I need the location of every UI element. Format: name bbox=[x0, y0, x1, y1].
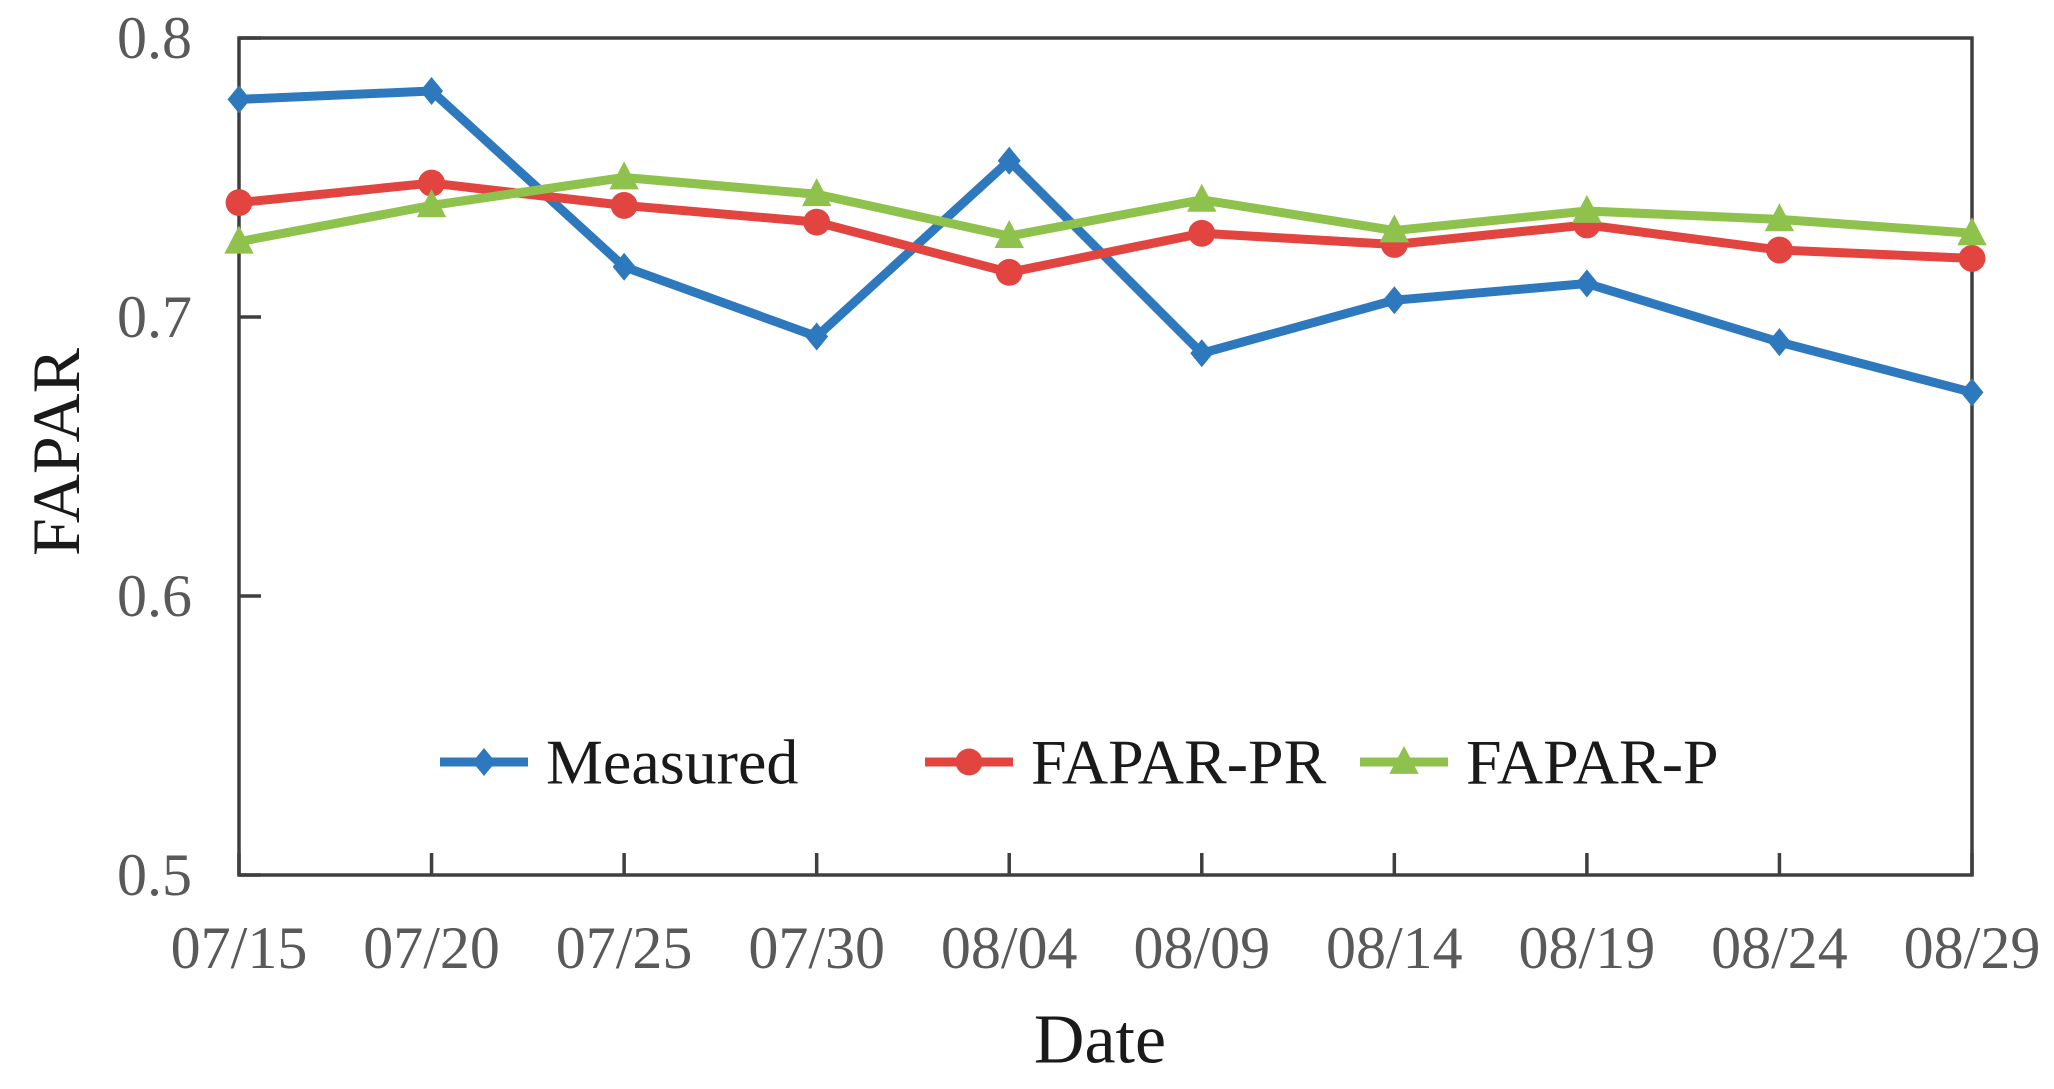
data-point-measured bbox=[420, 77, 444, 106]
x-axis-title: Date bbox=[1034, 1002, 1166, 1079]
data-point-fapar-pr bbox=[803, 208, 831, 236]
data-point-measured bbox=[227, 85, 251, 114]
data-point-fapar-p bbox=[1764, 203, 1795, 232]
data-point-fapar-p bbox=[416, 189, 447, 218]
y-axis-title: FAPAR bbox=[18, 347, 94, 556]
x-tick-label: 08/14 bbox=[1326, 915, 1463, 981]
legend-item-fapar-pr: FAPAR-PR bbox=[925, 727, 1327, 798]
data-point-fapar-p bbox=[1187, 183, 1217, 212]
x-tick-label: 07/20 bbox=[363, 915, 500, 981]
x-tick-label: 08/04 bbox=[941, 915, 1078, 981]
data-point-measured bbox=[1767, 328, 1791, 357]
data-point-measured bbox=[1190, 339, 1214, 368]
data-point-fapar-p bbox=[994, 219, 1024, 248]
legend-label: FAPAR-PR bbox=[1031, 727, 1327, 798]
x-tick-label: 07/25 bbox=[556, 915, 693, 981]
legend-label: FAPAR-P bbox=[1466, 727, 1719, 798]
legend-triangle-icon bbox=[1389, 745, 1419, 774]
x-tick-label: 07/15 bbox=[171, 915, 308, 981]
x-tick-label: 07/30 bbox=[748, 915, 885, 981]
data-point-measured bbox=[1575, 269, 1599, 298]
data-point-fapar-p bbox=[609, 161, 639, 190]
legend-item-fapar-p: FAPAR-P bbox=[1360, 727, 1719, 798]
data-point-fapar-pr bbox=[1188, 219, 1216, 247]
data-point-measured bbox=[997, 146, 1021, 175]
legend-item-measured: Measured bbox=[440, 727, 798, 798]
y-tick-label: 0.7 bbox=[117, 284, 192, 350]
data-point-fapar-pr bbox=[995, 258, 1023, 286]
data-point-fapar-pr bbox=[1766, 236, 1793, 264]
data-point-fapar-p bbox=[801, 178, 832, 207]
x-tick-label: 08/19 bbox=[1519, 915, 1656, 981]
legend: Measured FAPAR-PR FAPAR-P bbox=[440, 727, 1719, 798]
plot-layer: 0.8 0.7 0.6 0.5 07/15 07/20 07/25 07/30 08/04 08/… bbox=[117, 5, 2040, 981]
series-line-fapar-p bbox=[234, 173, 1977, 247]
legend-diamond-icon bbox=[472, 748, 496, 776]
data-point-fapar-p bbox=[1572, 194, 1602, 223]
plot-border bbox=[237, 36, 1974, 877]
data-point-fapar-pr bbox=[418, 169, 445, 197]
data-point-measured bbox=[1382, 286, 1406, 315]
data-point-fapar-p bbox=[1957, 217, 1987, 246]
data-point-fapar-pr bbox=[1958, 244, 1986, 272]
legend-circle-icon bbox=[955, 748, 983, 776]
y-tick-label: 0.8 bbox=[117, 5, 192, 71]
x-tick-label: 08/24 bbox=[1711, 915, 1848, 981]
legend-label: Measured bbox=[546, 727, 798, 798]
data-point-fapar-p bbox=[224, 225, 254, 254]
data-point-measured bbox=[612, 252, 636, 281]
y-tick-label: 0.6 bbox=[117, 563, 192, 629]
data-point-fapar-pr bbox=[610, 191, 638, 219]
x-tick-label: 08/09 bbox=[1133, 915, 1270, 981]
data-point-fapar-p bbox=[1379, 214, 1410, 243]
x-tick-label: 08/29 bbox=[1904, 915, 2041, 981]
data-point-fapar-pr bbox=[225, 189, 253, 217]
series-layer bbox=[224, 77, 1987, 407]
y-tick-label: 0.5 bbox=[117, 842, 192, 908]
data-point-measured bbox=[805, 322, 829, 351]
data-point-measured bbox=[1960, 378, 1984, 407]
